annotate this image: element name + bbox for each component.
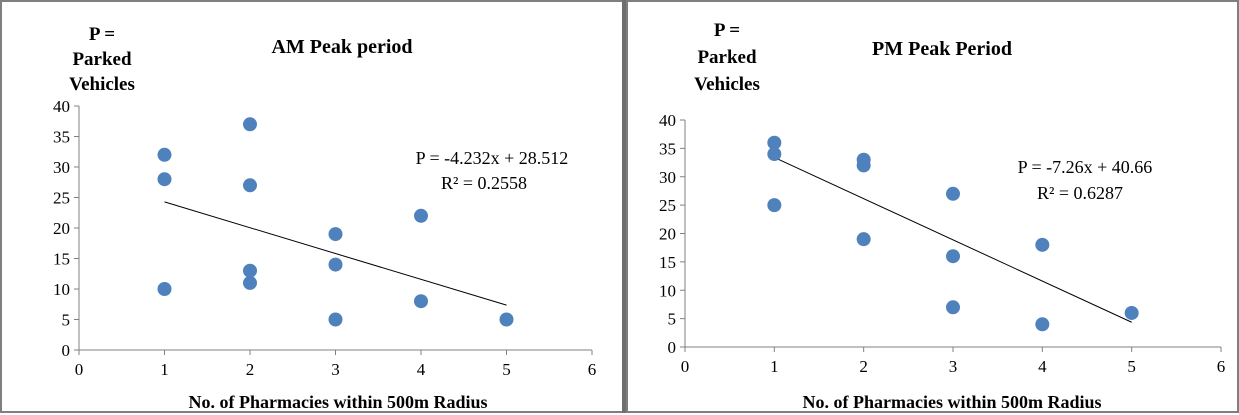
- pm-y-tick-label: 40: [659, 111, 676, 130]
- pm-x-tick-label: 0: [681, 357, 690, 376]
- pm-chart-title: PM Peak Period: [872, 38, 1012, 60]
- pm-data-point: [856, 232, 871, 247]
- am-x-tick-label: 6: [588, 360, 597, 379]
- pm-peak-scatter-chart: P = Parked Vehicles PM Peak Period 05101…: [659, 20, 1225, 412]
- am-data-point: [243, 117, 257, 132]
- pm-data-point: [946, 186, 960, 201]
- pm-ylabel-line-3: Vehicles: [694, 74, 760, 95]
- pm-xaxis-label: No. of Pharmacies within 500m Radius: [802, 392, 1101, 412]
- pm-data-point: [946, 249, 960, 264]
- am-ylabel-line-3: Vehicles: [69, 74, 135, 95]
- pm-y-tick-label: 10: [659, 281, 676, 300]
- pm-y-tick-label: 15: [659, 253, 676, 272]
- am-axes-group: 0 5 10 15 20 25 30 35 40 0 1 2 3 4 5 6: [53, 97, 596, 379]
- pm-x-tick-label: 4: [1038, 357, 1047, 376]
- pm-data-point: [1035, 237, 1050, 252]
- pm-x-tick-label: 3: [949, 357, 958, 376]
- am-y-tick-label: 40: [53, 97, 70, 116]
- pm-x-tick-label: 2: [859, 357, 868, 376]
- pm-data-point: [767, 147, 782, 162]
- am-trendline-equation: P = -4.232x + 28.512: [416, 148, 569, 168]
- pm-r-squared: R² = 0.6287: [1037, 183, 1123, 203]
- am-x-tick-label: 1: [160, 360, 169, 379]
- pm-points-group: [767, 135, 1139, 332]
- am-xaxis-label: No. of Pharmacies within 500m Radius: [188, 392, 487, 412]
- pm-y-tick-label: 0: [668, 338, 677, 357]
- am-y-tick-label: 20: [53, 219, 70, 238]
- pm-y-tick-label: 5: [668, 310, 677, 329]
- pm-y-tick-label: 30: [659, 168, 676, 187]
- am-ylabel-line-2: Parked: [72, 49, 132, 70]
- am-data-point: [328, 257, 343, 272]
- am-x-tick-label: 2: [246, 360, 255, 379]
- am-data-point: [414, 294, 428, 309]
- am-peak-chart-panel: P = Parked Vehicles AM Peak period 0 5 10 1…: [0, 0, 622, 413]
- am-y-tick-label: 15: [53, 250, 70, 269]
- am-data-point: [414, 208, 428, 223]
- am-data-point: [243, 263, 257, 278]
- am-x-tick-label: 0: [75, 360, 84, 379]
- panel-divider: [622, 0, 626, 413]
- am-y-tick-label: 35: [53, 128, 70, 147]
- am-trendline: [164, 201, 507, 306]
- pm-data-point: [856, 158, 871, 173]
- am-data-point: [328, 312, 343, 327]
- am-y-tick-label: 25: [53, 189, 70, 208]
- am-y-tick-label: 30: [53, 158, 70, 177]
- pm-data-point: [767, 135, 782, 150]
- pm-data-point: [946, 300, 960, 315]
- am-trendline-group: [164, 201, 507, 306]
- am-y-tick-label: 5: [62, 311, 71, 330]
- pm-y-tick-label: 35: [659, 139, 676, 158]
- pm-ylabel-line-1: P =: [714, 20, 740, 41]
- pm-x-tick-label: 6: [1217, 357, 1226, 376]
- am-x-tick-label: 5: [502, 360, 511, 379]
- pm-trendline-equation: P = -7.26x + 40.66: [1018, 157, 1153, 177]
- pm-y-tick-label: 25: [659, 196, 676, 215]
- am-y-tick-label: 0: [62, 341, 71, 360]
- am-data-point: [328, 227, 343, 242]
- am-data-point: [243, 275, 257, 290]
- pm-axes-group: 0 5 10 15 20 25 30 35 40 0 1 2 3 4 5 6: [659, 111, 1225, 376]
- am-peak-scatter-chart: P = Parked Vehicles AM Peak period 05101…: [53, 24, 596, 412]
- pm-data-point: [1035, 317, 1050, 332]
- am-x-tick-label: 3: [331, 360, 340, 379]
- pm-data-point: [767, 198, 782, 213]
- am-y-tick-label: 10: [53, 280, 70, 299]
- am-data-point: [157, 282, 172, 296]
- am-data-point: [499, 312, 514, 327]
- am-data-point: [157, 172, 172, 187]
- pm-data-point: [1124, 305, 1139, 320]
- am-data-point: [243, 178, 257, 193]
- am-ylabel-line-1: P =: [89, 24, 115, 45]
- am-data-point: [157, 147, 172, 162]
- pm-y-tick-label: 20: [659, 225, 676, 244]
- am-chart-title: AM Peak period: [271, 36, 412, 58]
- am-points-group: [157, 117, 514, 327]
- pm-x-tick-label: 5: [1127, 357, 1136, 376]
- pm-trendline: [774, 157, 1132, 323]
- am-x-tick-label: 4: [417, 360, 426, 379]
- pm-ylabel-line-2: Parked: [697, 47, 757, 68]
- pm-peak-chart-panel: P = Parked Vehicles PM Peak Period 0 5 10 1…: [626, 0, 1239, 413]
- am-r-squared: R² = 0.2558: [441, 173, 527, 193]
- pm-trendline-group: [774, 157, 1132, 323]
- pm-x-tick-label: 1: [770, 357, 779, 376]
